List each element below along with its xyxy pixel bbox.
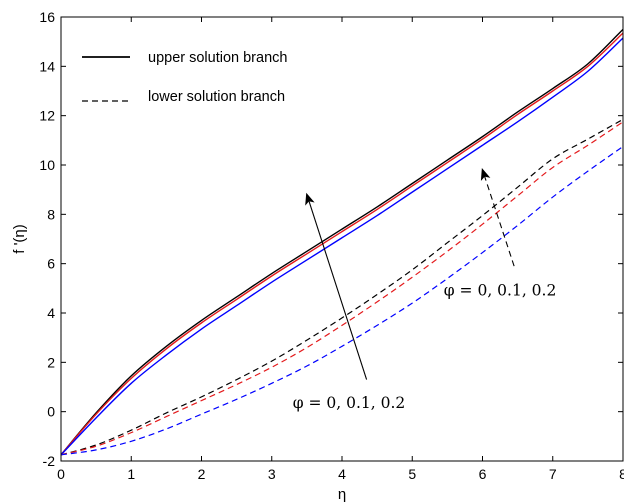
y-tick-label: 8 <box>47 206 55 222</box>
lower-branch-line-3 <box>60 118 624 456</box>
x-tick-label: 7 <box>549 466 557 482</box>
annotation-label-0: φ = 0, 0.1, 0.2 <box>293 394 406 412</box>
legend: upper solution branch lower solution bra… <box>82 50 287 105</box>
annotation-arrow-1 <box>480 168 515 267</box>
x-tick-label: 8 <box>619 466 624 482</box>
y-tick-label: 2 <box>47 354 55 370</box>
y-tick-label: 4 <box>47 305 55 321</box>
upper-branch-line-0 <box>60 28 624 456</box>
x-tick-label: 5 <box>408 466 416 482</box>
annotation-arrow-0 <box>305 192 368 380</box>
legend-label-upper: upper solution branch <box>148 50 287 66</box>
legend-label-lower: lower solution branch <box>148 89 285 105</box>
annotation-label-1: φ = 0, 0.1, 0.2 <box>444 282 557 300</box>
y-tick-label: 0 <box>47 404 55 420</box>
x-tick-label: 1 <box>127 466 135 482</box>
annotation-layer: φ = 0, 0.1, 0.2 φ = 0, 0.1, 0.2 <box>293 168 557 412</box>
y-tick-label: 6 <box>47 256 55 272</box>
series-layer <box>60 28 624 456</box>
x-tick-label: 6 <box>479 466 487 482</box>
upper-branch-line-2 <box>60 37 624 456</box>
x-tick-label: 3 <box>268 466 276 482</box>
y-tick-label: 14 <box>39 58 55 74</box>
x-axis-title: η <box>338 486 346 503</box>
plot-area <box>61 17 623 461</box>
x-tick-label: 0 <box>57 466 65 482</box>
y-tick-label: 12 <box>39 108 55 124</box>
x-tick-label: 2 <box>198 466 206 482</box>
y-tick-label: -2 <box>43 453 56 469</box>
lower-branch-line-4 <box>60 121 624 456</box>
upper-branch-line-1 <box>60 32 624 456</box>
y-tick-label: 10 <box>39 157 55 173</box>
y-tick-label: 16 <box>39 9 55 25</box>
lower-branch-line-5 <box>60 146 624 456</box>
plot-frame <box>60 16 624 462</box>
y-axis-title: f '(η) <box>11 224 28 254</box>
x-tick-label: 4 <box>338 466 346 482</box>
